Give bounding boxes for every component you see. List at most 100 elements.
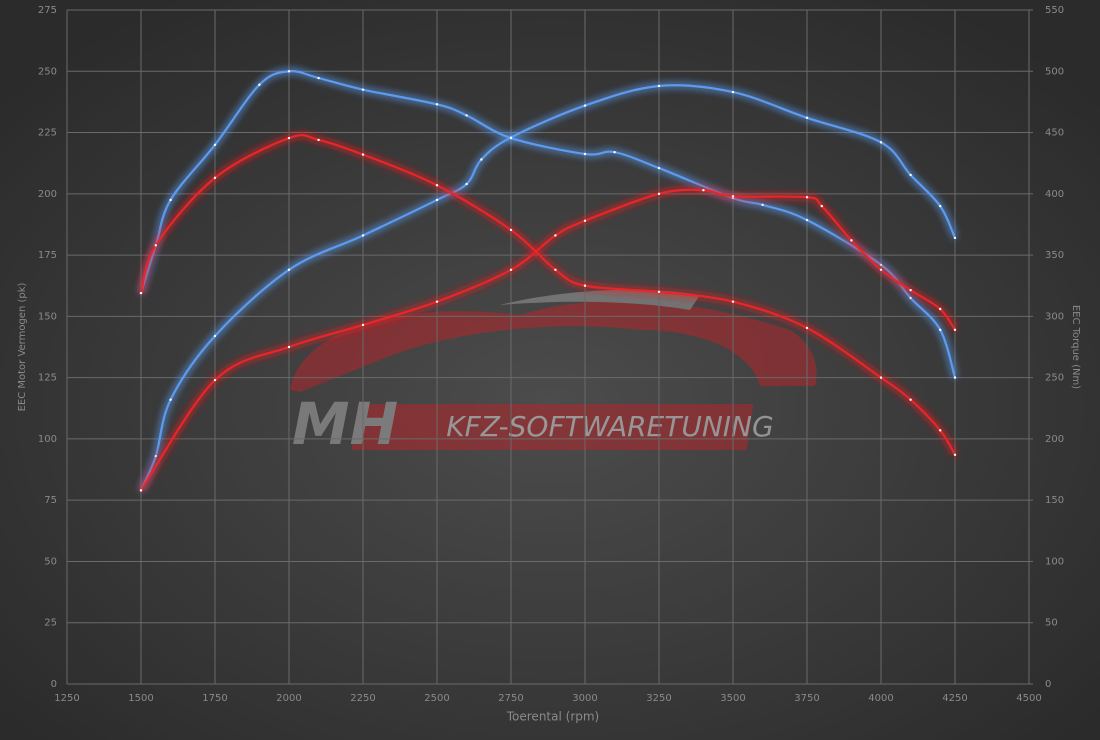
point [939,204,942,208]
watermark-brand: MH [292,390,398,458]
y-tick-label: 225 [38,128,57,139]
point [139,489,143,492]
y-tick-label: 200 [38,189,57,200]
y2-tick-label: 350 [1045,250,1064,261]
x-tick-label: 4000 [868,693,893,704]
point [213,378,217,382]
point [213,334,217,338]
y-tick-label: 150 [38,311,57,322]
point [879,376,883,379]
point [317,76,320,80]
x-tick-label: 3500 [720,693,745,704]
y-tick-label: 25 [44,618,57,629]
x-tick-label: 2750 [498,693,523,704]
point [509,268,513,271]
point [939,429,942,432]
point [731,300,735,303]
point [909,398,912,401]
point [213,176,217,180]
point [731,90,735,94]
point [554,234,557,237]
x-tick-label: 1500 [128,693,153,704]
x-axis-label: Toerental (rpm) [506,710,599,724]
watermark-text: KFZ-SOFTWARETUNING [446,410,773,443]
y2-tick-label: 450 [1045,128,1064,139]
point [287,345,291,349]
point [909,288,912,292]
point [657,84,661,88]
point [509,136,513,140]
y2-tick-label: 550 [1045,5,1064,16]
point [939,328,942,332]
point [953,376,957,379]
y-tick-label: 100 [38,434,57,445]
y-tick-label: 175 [38,250,57,261]
point [435,198,439,202]
point [657,290,661,294]
point [583,104,587,107]
y2-tick-label: 400 [1045,189,1064,200]
point [879,141,883,144]
point [731,195,735,198]
car-silhouette [290,300,817,392]
x-tick-label: 1750 [202,693,227,704]
point [287,136,291,140]
point [154,244,157,247]
point [805,218,809,222]
y-axis-label: EEC Motor Vermogen (pk) [17,282,28,411]
y2-tick-label: 150 [1045,495,1064,506]
y2-tick-label: 50 [1045,618,1058,629]
y2-tick-label: 100 [1045,556,1064,567]
point [583,152,587,156]
point [657,166,661,170]
point [435,184,439,187]
x-tick-label: 2000 [276,693,301,704]
point [287,268,291,271]
point [480,158,483,161]
point [258,83,261,86]
point [139,291,143,295]
point [657,192,661,196]
point [583,284,587,287]
point [731,196,735,200]
x-tick-label: 2500 [424,693,449,704]
y-tick-label: 75 [44,495,57,506]
point [317,138,320,142]
point [909,296,912,300]
y2-tick-label: 200 [1045,434,1064,445]
point [435,103,439,106]
point [465,182,468,186]
point [554,268,557,271]
point [361,323,365,327]
point [805,326,809,330]
point [361,153,365,156]
x-tick-label: 3250 [646,693,671,704]
point [702,188,705,192]
point [953,453,957,457]
y2-tick-label: 300 [1045,311,1064,322]
car-roof [500,289,700,310]
point [361,88,365,91]
x-tick-label: 1250 [54,693,79,704]
point [169,398,172,401]
y2-tick-label: 0 [1045,679,1051,690]
y2-tick-label: 250 [1045,373,1064,384]
point [909,173,912,177]
point [953,236,957,240]
point [805,116,809,120]
point [154,454,157,458]
point [879,263,883,267]
point [435,300,439,303]
point [361,234,365,237]
point [820,204,823,208]
y2-tick-label: 500 [1045,66,1064,77]
y-tick-label: 50 [44,556,57,567]
y-tick-label: 0 [51,679,57,690]
point [953,328,957,332]
point [583,219,587,222]
point [879,268,883,271]
point [465,114,468,117]
